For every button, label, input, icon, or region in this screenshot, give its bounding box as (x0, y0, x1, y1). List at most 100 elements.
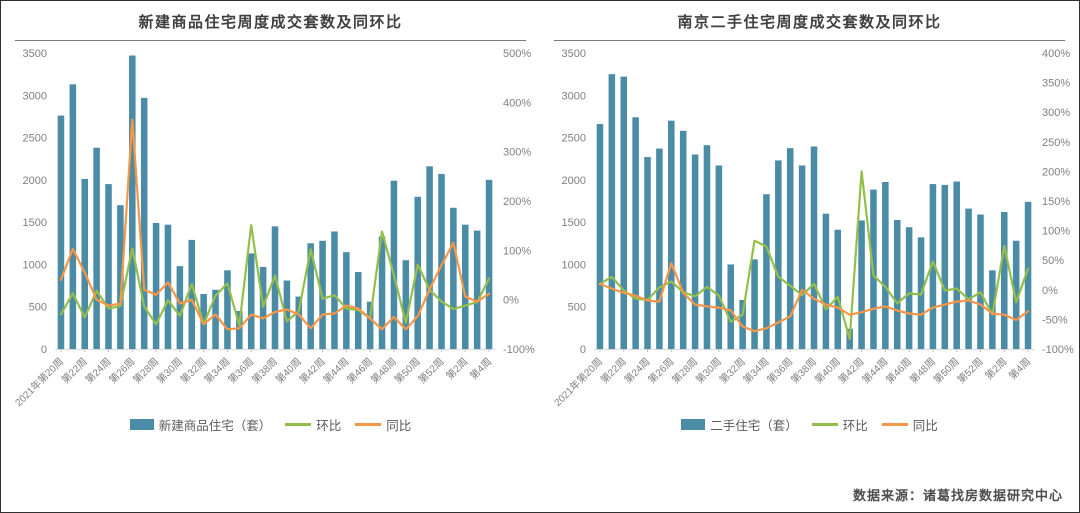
svg-text:第22周: 第22周 (59, 355, 90, 386)
svg-text:第22周: 第22周 (598, 355, 629, 386)
svg-text:第32周: 第32周 (178, 355, 209, 386)
data-source-note: 数据来源：诸葛找房数据研究中心 (852, 488, 1063, 503)
svg-text:第2周: 第2周 (982, 355, 1009, 382)
svg-text:第48周: 第48周 (368, 355, 399, 386)
bar (727, 264, 735, 349)
bar (810, 146, 818, 349)
bar (751, 259, 758, 349)
bar (438, 173, 445, 349)
svg-text:第52周: 第52周 (415, 355, 446, 386)
bar (929, 184, 937, 349)
bar (941, 184, 949, 349)
legend-item-tongbi: 同比 (881, 415, 938, 434)
svg-text:第30周: 第30周 (154, 355, 185, 386)
svg-text:2500: 2500 (562, 133, 586, 145)
svg-text:第24周: 第24周 (82, 355, 113, 386)
bar (858, 220, 865, 349)
svg-text:第44周: 第44周 (320, 355, 351, 386)
svg-text:第34周: 第34周 (740, 355, 771, 386)
svg-text:第48周: 第48周 (907, 355, 938, 386)
svg-text:400%: 400% (1042, 48, 1070, 60)
bar (644, 157, 651, 349)
bar (462, 224, 469, 349)
bar (620, 76, 627, 350)
legend-label-huanbi: 环比 (842, 419, 868, 433)
svg-text:第42周: 第42周 (835, 355, 866, 386)
svg-text:第26周: 第26周 (106, 355, 137, 386)
x-axis-ticks (599, 349, 1029, 352)
huanbi-line-swatch (285, 423, 312, 426)
bar (763, 194, 770, 349)
svg-text:第30周: 第30周 (693, 355, 724, 386)
bar (882, 181, 889, 349)
svg-text:-100%: -100% (1042, 344, 1074, 356)
svg-text:第4周: 第4周 (1006, 355, 1033, 382)
bar (57, 115, 65, 349)
bar (798, 165, 806, 349)
bar (1001, 211, 1008, 349)
bar-series-swatch (129, 419, 154, 430)
svg-text:-50%: -50% (1042, 314, 1068, 326)
legend-item-bars: 二手住宅（套） (681, 415, 798, 434)
bar (259, 266, 267, 349)
legend-new-homes: 新建商品住宅（套） 环比 同比 (3, 415, 538, 434)
bar-series-swatch (681, 419, 706, 430)
bar (775, 160, 782, 349)
svg-text:第50周: 第50周 (931, 355, 962, 386)
bar (331, 231, 338, 349)
huanbi-line (598, 170, 1030, 340)
svg-text:第28周: 第28周 (130, 355, 161, 386)
svg-text:150%: 150% (1042, 196, 1070, 208)
svg-text:500: 500 (29, 302, 47, 314)
bar (378, 236, 386, 349)
svg-text:第40周: 第40周 (273, 355, 304, 386)
legend-item-tongbi: 同比 (355, 415, 411, 434)
bar (656, 148, 663, 349)
bar (212, 289, 219, 349)
svg-text:2000: 2000 (23, 175, 47, 187)
svg-text:350%: 350% (1042, 78, 1070, 90)
svg-text:500%: 500% (503, 48, 531, 60)
x-axis-ticks (60, 349, 490, 352)
bars-group (596, 74, 1032, 350)
svg-text:500: 500 (568, 302, 586, 314)
bar (786, 148, 794, 349)
legend-item-bars: 新建商品住宅（套） (129, 415, 271, 434)
resale-homes-chart: 0 500 1000 1500 2000 2500 3000 3500 -100% -50% 0% 5… (551, 48, 1074, 409)
svg-text:第46周: 第46周 (344, 355, 375, 386)
bar (307, 243, 314, 349)
bar (426, 166, 433, 349)
svg-text:第38周: 第38周 (788, 355, 819, 386)
svg-text:-100%: -100% (503, 344, 535, 356)
bar (140, 97, 148, 349)
svg-text:200%: 200% (503, 196, 531, 208)
legend-label-tongbi: 同比 (912, 419, 938, 433)
svg-text:1000: 1000 (562, 259, 586, 271)
svg-text:第32周: 第32周 (717, 355, 748, 386)
bar (632, 117, 639, 350)
svg-text:第38周: 第38周 (249, 355, 280, 386)
bar (343, 252, 350, 349)
svg-text:第4周: 第4周 (467, 355, 494, 382)
bar (271, 226, 279, 349)
bar (188, 239, 196, 349)
svg-text:第44周: 第44周 (859, 355, 890, 386)
bar (236, 310, 243, 349)
legend-label-huanbi: 环比 (316, 419, 342, 433)
bar (953, 181, 960, 349)
bar (81, 179, 88, 349)
bar (965, 208, 972, 349)
bar (414, 196, 421, 349)
bar (822, 213, 830, 349)
chart-title-resale-homes: 南京二手住宅周度成交套数及同环比 (554, 1, 1065, 41)
x-axis-labels: 2021年第20周第22周第24周第26周第28周第30周第32周第34周第36… (12, 355, 494, 409)
bar (703, 145, 711, 349)
secondary-axis-labels: -100% -50% 0% 50% 100% 150% 200% 250% 300% 350% 40… (1042, 48, 1074, 356)
bar (224, 270, 231, 349)
bar (450, 207, 457, 349)
bar (390, 180, 398, 349)
x-axis-labels: 2021年第20周第22周第24周第26周第28周第30周第32周第34周第36… (551, 355, 1033, 409)
svg-text:第52周: 第52周 (954, 355, 985, 386)
bar (152, 222, 160, 349)
